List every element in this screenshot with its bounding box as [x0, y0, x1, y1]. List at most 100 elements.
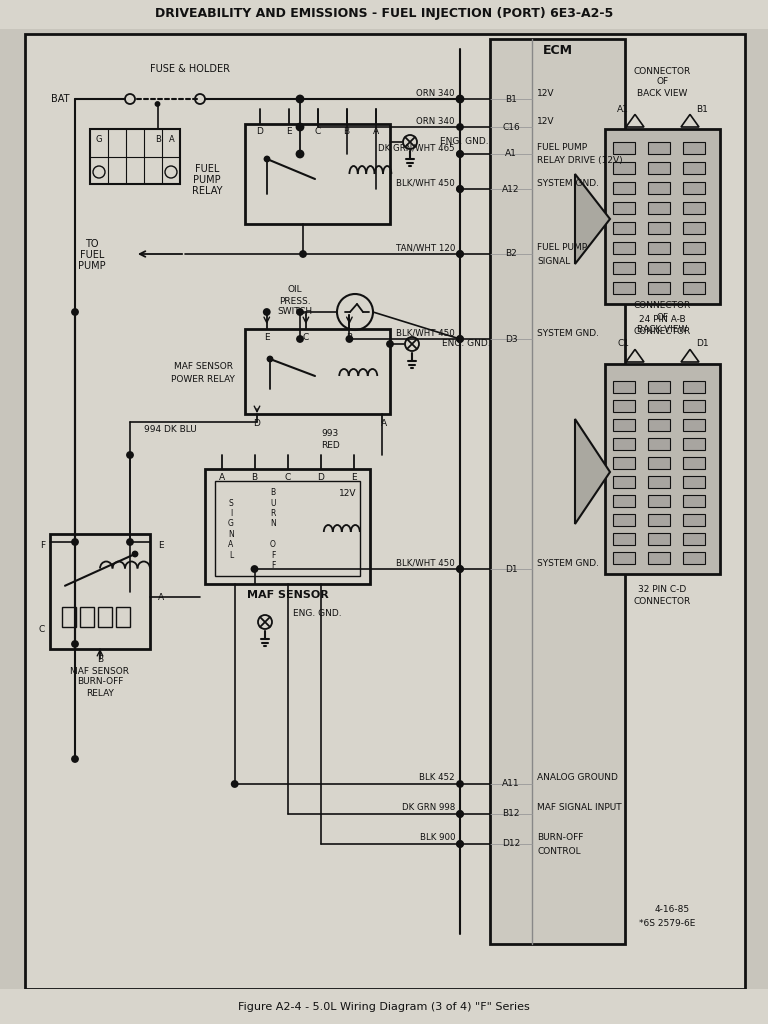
Text: FUSE & HOLDER: FUSE & HOLDER: [150, 63, 230, 74]
Bar: [613, 381, 635, 393]
Circle shape: [297, 336, 303, 342]
Circle shape: [457, 566, 463, 572]
Text: 4-16-85: 4-16-85: [655, 904, 690, 913]
Bar: [613, 242, 635, 254]
Circle shape: [72, 539, 78, 545]
Bar: [683, 222, 705, 234]
Text: TO: TO: [85, 239, 99, 249]
Text: C: C: [38, 625, 45, 634]
Bar: [683, 400, 705, 412]
Bar: [648, 534, 670, 545]
Circle shape: [267, 356, 273, 361]
Circle shape: [457, 336, 463, 342]
Text: ECM: ECM: [542, 44, 572, 57]
Text: SWITCH: SWITCH: [277, 307, 313, 316]
Bar: [62, 607, 76, 627]
Bar: [0, 0, 768, 29]
Bar: [613, 262, 635, 274]
Text: BLK 900: BLK 900: [419, 834, 455, 843]
Text: G: G: [96, 134, 102, 143]
Circle shape: [457, 566, 463, 572]
Circle shape: [296, 151, 303, 158]
Bar: [683, 202, 705, 214]
Circle shape: [133, 552, 137, 556]
Polygon shape: [626, 115, 644, 127]
Text: OF: OF: [657, 78, 669, 86]
Text: D1: D1: [505, 564, 518, 573]
Circle shape: [263, 309, 270, 315]
Text: DRIVEABILITY AND EMISSIONS - FUEL INJECTION (PORT) 6E3-A2-5: DRIVEABILITY AND EMISSIONS - FUEL INJECT…: [155, 7, 613, 20]
Text: E: E: [264, 333, 270, 341]
Circle shape: [297, 309, 303, 315]
Text: C: C: [284, 473, 290, 482]
Bar: [613, 552, 635, 564]
Bar: [683, 242, 705, 254]
Text: RELAY: RELAY: [86, 688, 114, 697]
Text: BLK/WHT 450: BLK/WHT 450: [396, 329, 455, 338]
Text: D: D: [253, 420, 260, 428]
Text: SYSTEM GND.: SYSTEM GND.: [537, 329, 599, 338]
Bar: [683, 381, 705, 393]
Text: S
I
G
N
A
L: S I G N A L: [228, 499, 234, 559]
Bar: [648, 419, 670, 431]
Text: A12: A12: [502, 184, 520, 194]
Bar: [683, 476, 705, 488]
Text: ENG. GND.: ENG. GND.: [293, 609, 342, 618]
Bar: [613, 534, 635, 545]
Circle shape: [346, 336, 353, 342]
Polygon shape: [681, 115, 699, 127]
Text: BLK/WHT 450: BLK/WHT 450: [396, 558, 455, 567]
Circle shape: [457, 124, 463, 130]
Circle shape: [72, 756, 78, 762]
Bar: [648, 400, 670, 412]
Bar: [613, 142, 635, 154]
Bar: [683, 162, 705, 174]
Bar: [205, 469, 370, 584]
Text: DK GRN/WHT 465: DK GRN/WHT 465: [379, 143, 455, 153]
Bar: [613, 457, 635, 469]
Circle shape: [457, 811, 463, 817]
Bar: [613, 162, 635, 174]
Circle shape: [72, 641, 78, 647]
Bar: [613, 438, 635, 450]
Text: B
U
R
N
 
O
F
F: B U R N O F F: [270, 488, 276, 570]
Circle shape: [457, 841, 463, 847]
Text: CONNECTOR: CONNECTOR: [634, 327, 691, 336]
Bar: [613, 222, 635, 234]
Text: C1: C1: [617, 340, 629, 348]
Text: 24 PIN A-B: 24 PIN A-B: [639, 314, 686, 324]
Text: CONTROL: CONTROL: [537, 847, 581, 855]
Bar: [90, 129, 180, 184]
Text: B: B: [155, 134, 161, 143]
Text: ENG. GND.: ENG. GND.: [442, 340, 491, 348]
Text: RELAY: RELAY: [192, 186, 222, 196]
Text: 12V: 12V: [537, 88, 554, 97]
Text: SYSTEM GND.: SYSTEM GND.: [537, 178, 599, 187]
Text: A: A: [381, 420, 387, 428]
Text: D3: D3: [505, 335, 518, 343]
Text: OF: OF: [657, 312, 669, 322]
Bar: [683, 182, 705, 194]
Text: C16: C16: [502, 123, 520, 131]
Bar: [683, 142, 705, 154]
Circle shape: [457, 811, 463, 817]
Circle shape: [127, 539, 133, 545]
Circle shape: [457, 336, 463, 342]
Text: MAF SIGNAL INPUT: MAF SIGNAL INPUT: [537, 804, 621, 812]
Text: A: A: [158, 593, 164, 602]
Bar: [648, 242, 670, 254]
Text: OIL: OIL: [288, 286, 303, 295]
Text: BAT: BAT: [51, 94, 70, 104]
Text: Figure A2-4 - 5.0L Wiring Diagram (3 of 4) "F" Series: Figure A2-4 - 5.0L Wiring Diagram (3 of …: [238, 1002, 530, 1012]
Bar: [648, 262, 670, 274]
Text: BLK/WHT 450: BLK/WHT 450: [396, 178, 455, 187]
Text: 12V: 12V: [537, 117, 554, 126]
Bar: [215, 481, 360, 575]
Bar: [613, 514, 635, 526]
Circle shape: [457, 96, 463, 102]
Text: DK GRN 998: DK GRN 998: [402, 804, 455, 812]
Text: RELAY DRIVE (12V): RELAY DRIVE (12V): [537, 157, 623, 166]
Bar: [613, 282, 635, 294]
Bar: [648, 495, 670, 507]
Text: CONNECTOR: CONNECTOR: [634, 597, 691, 605]
